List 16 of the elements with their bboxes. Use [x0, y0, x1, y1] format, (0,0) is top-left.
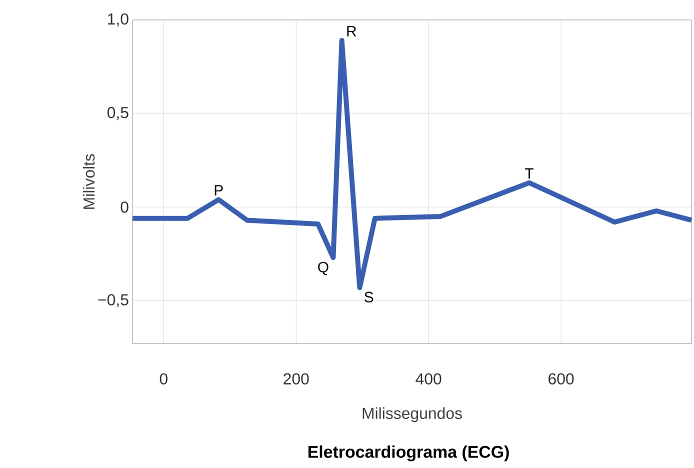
annotation: S — [364, 292, 374, 302]
annotation: Q — [318, 262, 328, 275]
x-tick-label: 600 — [548, 373, 574, 384]
y-tick-label: 0 — [120, 201, 128, 213]
y-tick-label: −0,5 — [98, 294, 128, 308]
annotation: P — [214, 185, 223, 196]
annotation: R — [347, 26, 356, 36]
y-axis-title: Milivolts — [82, 154, 95, 209]
text: Eletrocardiograma (ECG) — [308, 445, 509, 462]
y-tick-label: 0,5 — [107, 106, 128, 120]
x-tick-label: 200 — [284, 373, 309, 384]
x-tick-label: 400 — [416, 373, 442, 384]
x-axis-title: Milissegundos — [362, 407, 462, 422]
annotation: T — [525, 168, 534, 178]
y-tick-label: 1,0 — [108, 13, 128, 26]
x-tick-label: 0 — [160, 373, 168, 384]
